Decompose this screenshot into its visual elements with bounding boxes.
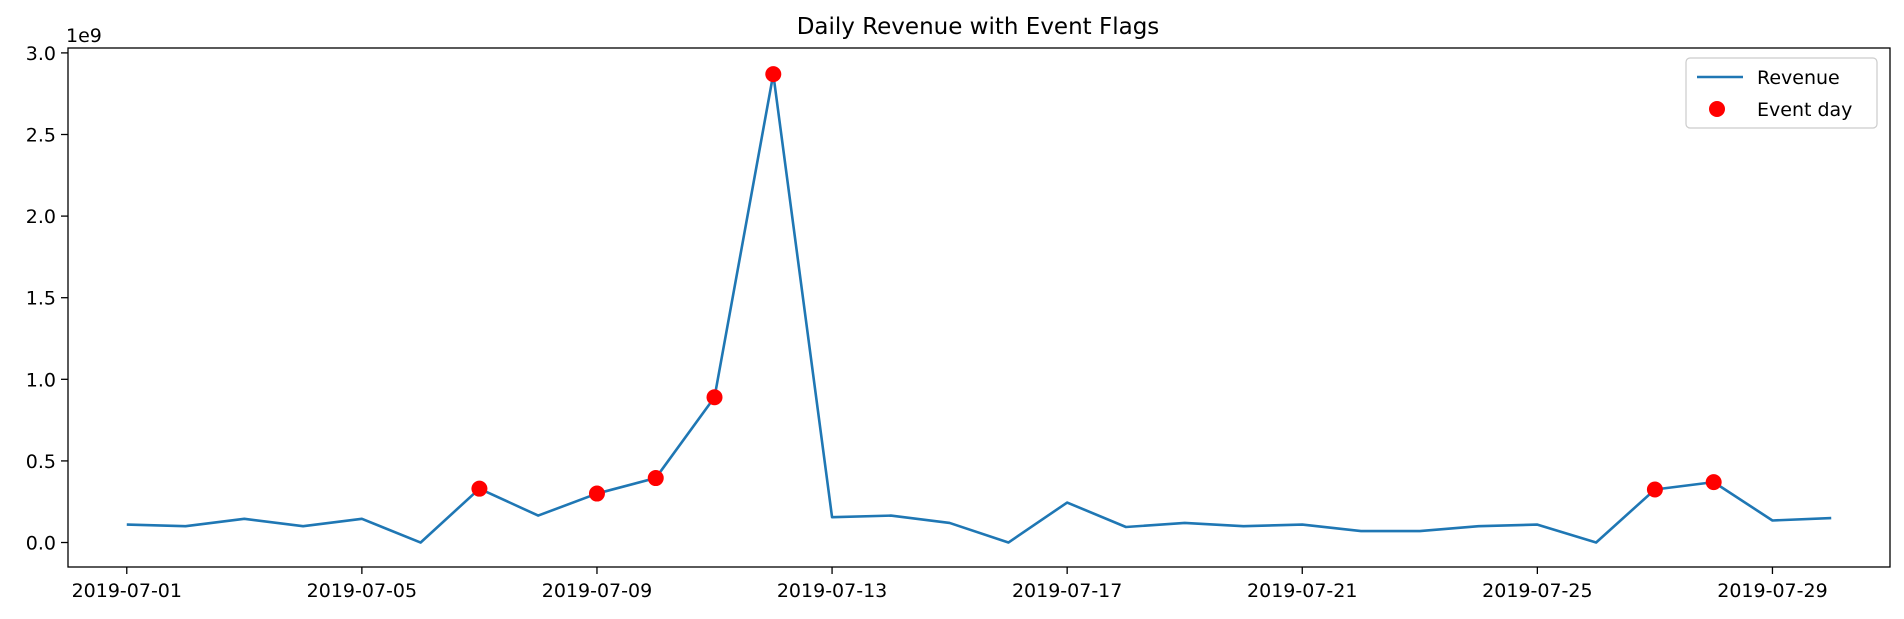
x-tick-label: 2019-07-01 xyxy=(72,580,182,602)
event-day-point xyxy=(1646,481,1663,498)
y-tick-label: 2.5 xyxy=(26,125,56,147)
x-tick-label: 2019-07-17 xyxy=(1012,580,1122,602)
plot-frame xyxy=(67,47,1891,568)
event-day-point xyxy=(647,470,664,487)
event-day-point xyxy=(471,480,488,497)
x-tick-label: 2019-07-25 xyxy=(1482,580,1592,602)
event-day-point xyxy=(765,66,782,83)
y-tick-label: 0.0 xyxy=(26,533,56,555)
legend-event-day-swatch xyxy=(1709,101,1725,117)
x-tick-label: 2019-07-05 xyxy=(307,580,417,602)
x-tick-label: 2019-07-29 xyxy=(1717,580,1827,602)
x-axis-ticks: 2019-07-01 2019-07-05 2019-07-09 2019-07-13… xyxy=(72,567,1828,602)
legend-event-day-label: Event day xyxy=(1757,99,1852,121)
y-tick-label: 1.0 xyxy=(26,369,56,391)
legend: Revenue Event day xyxy=(1685,57,1878,129)
y-tick-label: 2.0 xyxy=(26,206,56,228)
legend-box xyxy=(1685,57,1878,129)
event-day-point xyxy=(588,485,605,502)
x-tick-label: 2019-07-13 xyxy=(777,580,887,602)
y-offset-label: 1e9 xyxy=(66,25,102,47)
chart-title: Daily Revenue with Event Flags xyxy=(797,14,1160,40)
y-tick-label: 1.5 xyxy=(26,288,56,310)
event-day-point xyxy=(1705,474,1722,491)
legend-revenue-label: Revenue xyxy=(1757,67,1840,89)
revenue-series-line xyxy=(126,72,1832,544)
y-tick-label: 3.0 xyxy=(26,43,56,65)
y-tick-label: 0.5 xyxy=(26,451,56,473)
event-day-points xyxy=(471,66,1722,502)
event-day-point xyxy=(706,389,723,406)
y-axis-ticks: 0.0 0.5 1.0 1.5 2.0 2.5 3.0 xyxy=(26,43,68,555)
x-tick-label: 2019-07-09 xyxy=(542,580,652,602)
x-tick-label: 2019-07-21 xyxy=(1247,580,1357,602)
